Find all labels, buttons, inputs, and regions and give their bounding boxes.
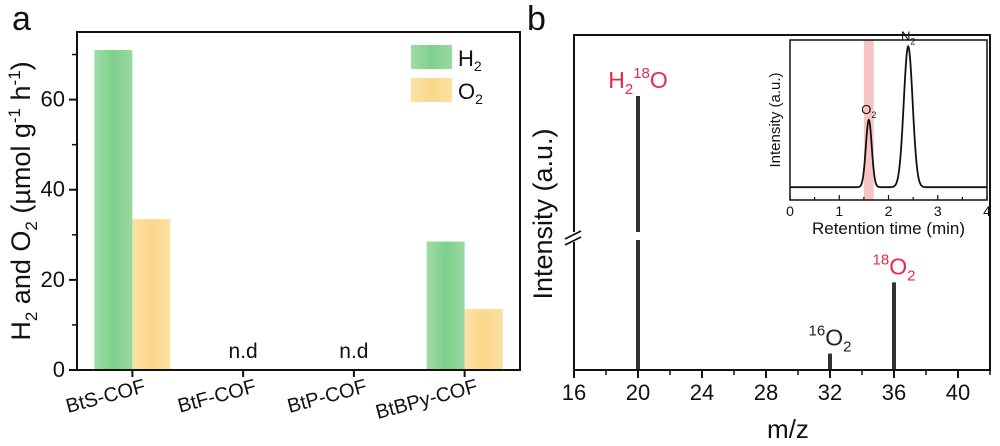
panel-a-bar-h2 xyxy=(426,241,465,370)
peak-label-main: H xyxy=(608,67,625,93)
inset-frame xyxy=(789,39,988,201)
panel-b-axis-break-mark xyxy=(564,236,582,246)
panel-b-peak-label: 16O2 xyxy=(809,323,852,356)
legend-label-sub: 2 xyxy=(474,58,482,74)
label-sup: -1 xyxy=(5,108,24,123)
panel-b-axis-break-gap xyxy=(566,232,582,242)
panel-a-legend-label-h2: H2 xyxy=(458,46,482,74)
panel-a-x-tick-label: BtF-COF xyxy=(175,376,258,418)
panel-b-axis-break-mark xyxy=(564,230,582,240)
panel-a-annotations: n.d n.d xyxy=(229,340,369,363)
panel-b-x-axis-label: m/z xyxy=(767,414,809,444)
panel-a-bar-o2 xyxy=(464,309,503,370)
panel-a-y-axis-label-text: H2 and O2 (µmol g-1 h-1) xyxy=(5,61,41,340)
label-part: ) xyxy=(6,61,36,70)
panel-a-label: a xyxy=(12,0,31,38)
panel-a-x-tick-label: BtP-COF xyxy=(285,376,369,418)
panel-a-y-tick-label: 20 xyxy=(41,267,65,292)
inset-peak-label-sub: 2 xyxy=(871,110,876,120)
panel-b-peak-label: 18O2 xyxy=(873,251,916,284)
panel-a-y-tick-label: 0 xyxy=(53,357,65,382)
panel-a-y-tick-label: 60 xyxy=(41,87,65,112)
panel-b-x-tick-label: 16 xyxy=(562,380,586,405)
panel-b-y-axis-label: Intensity (a.u.) xyxy=(528,128,558,299)
panel-b-x-tick-label: 40 xyxy=(946,380,970,405)
label-sub: 2 xyxy=(22,312,41,321)
panel-b-peak-break-gap xyxy=(634,232,642,240)
inset-chromatogram-line xyxy=(790,44,987,189)
panel-a: a n.d n.d 0 20 40 60 BtS-COF BtF-COF BtP-COF BtB… xyxy=(5,0,521,424)
label-part: and O xyxy=(6,231,36,312)
panel-b-label: b xyxy=(527,0,546,38)
legend-label-main: O xyxy=(458,79,475,104)
peak-label-tail: O xyxy=(650,67,668,93)
peak-label-sup: 18 xyxy=(873,251,890,268)
panel-b-x-tick-label: 24 xyxy=(690,380,714,405)
peak-label-sup: 16 xyxy=(809,323,826,340)
panel-b-axes: 16 20 24 28 32 36 40 xyxy=(562,34,991,405)
inset-x-axis-label: Retention time (min) xyxy=(812,219,965,238)
inset-peak-label: N2 xyxy=(901,28,915,46)
legend-label-sub: 2 xyxy=(475,91,483,107)
panel-b-x-tick-label: 20 xyxy=(626,380,650,405)
peak-label-sub: 2 xyxy=(625,81,633,98)
legend-label-main: H xyxy=(458,46,474,71)
label-part: h xyxy=(6,85,36,108)
panel-a-legend-swatch-o2 xyxy=(411,78,452,102)
panel-a-x-tick-label: BtS-COF xyxy=(64,376,148,418)
inset-y-axis-label: Intensity (a.u.) xyxy=(767,72,784,167)
panel-b-peak-label: H218O xyxy=(608,65,668,98)
panel-a-bars xyxy=(94,50,503,370)
inset-peak-label-main: O xyxy=(861,102,871,117)
panel-a-nd-annotation: n.d xyxy=(339,340,368,363)
peak-label-sub: 2 xyxy=(843,339,851,356)
panel-a-legend-label-o2: O2 xyxy=(458,79,483,107)
peak-label-sup: 18 xyxy=(633,65,650,82)
label-part: (µmol g xyxy=(6,123,36,221)
panel-a-legend-swatch-h2 xyxy=(411,45,452,69)
inset-x-tick-label: 2 xyxy=(885,203,893,219)
panel-b-frame xyxy=(573,34,991,371)
label-part: H xyxy=(6,321,36,341)
peak-label-main: O xyxy=(889,253,907,279)
panel-b-x-tick-label: 36 xyxy=(882,380,906,405)
inset-peak-label-sub: 2 xyxy=(910,36,915,46)
panel-a-frame xyxy=(76,31,521,371)
peak-label-sub: 2 xyxy=(907,267,915,284)
panel-a-x-tick-label: BtBPy-COF xyxy=(373,376,480,424)
panel-a-bar-o2 xyxy=(132,219,171,370)
peak-label-main: O xyxy=(825,325,843,351)
panel-a-y-axis-label: H2 and O2 (µmol g-1 h-1) xyxy=(5,61,41,340)
inset-x-tick-label: 0 xyxy=(786,203,794,219)
panel-b-x-tick-label: 32 xyxy=(818,380,842,405)
panel-b-x-tick-label: 28 xyxy=(754,380,778,405)
panel-a-y-tick-label: 40 xyxy=(41,177,65,202)
label-sub: 2 xyxy=(22,221,41,230)
inset-x-tick-label: 3 xyxy=(934,203,942,219)
inset-peak-label-main: N xyxy=(901,28,910,43)
inset-x-tick-label: 4 xyxy=(983,203,991,219)
label-sup: -1 xyxy=(5,70,24,85)
panel-a-nd-annotation: n.d xyxy=(229,340,258,363)
inset-peak-label: O2 xyxy=(861,102,876,120)
inset-x-tick-label: 1 xyxy=(835,203,843,219)
panel-a-bar-h2 xyxy=(94,50,133,370)
